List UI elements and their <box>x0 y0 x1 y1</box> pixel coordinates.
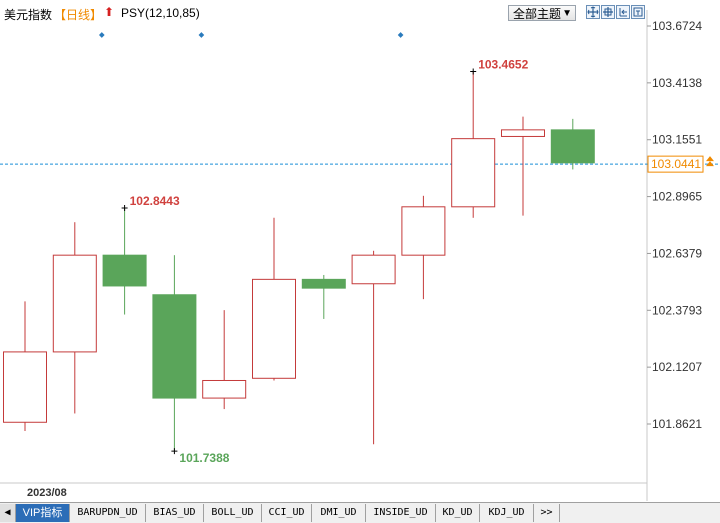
y-tick-label: 102.6379 <box>652 246 702 260</box>
extreme-marker <box>121 205 128 212</box>
candle-body <box>351 254 396 285</box>
candle-body <box>401 206 446 256</box>
extreme-marker <box>171 448 178 455</box>
y-tick-label: 102.3793 <box>652 303 702 317</box>
x-axis-label: 2023/08 <box>27 487 67 499</box>
candle-body <box>550 129 595 164</box>
tab-dmi[interactable]: DMI_UD <box>312 504 366 522</box>
extreme-label: 101.7388 <box>179 451 229 465</box>
candle-body <box>152 294 197 399</box>
tab-kd[interactable]: KD_UD <box>436 504 480 522</box>
period-label[interactable]: 【日线】 <box>54 8 103 22</box>
candle-body <box>52 254 97 353</box>
candle-body <box>102 254 147 287</box>
chart-title: 美元指数 <box>4 8 53 22</box>
event-marker <box>198 32 205 38</box>
theme-dropdown[interactable]: 全部主题 ▼ <box>508 5 576 21</box>
y-tick-label: 103.6724 <box>652 19 702 33</box>
zoom-out-icon[interactable] <box>601 5 615 19</box>
theme-label: 全部主题 <box>513 7 562 21</box>
extreme-marker <box>470 68 477 75</box>
y-tick-label: 103.1551 <box>652 133 702 147</box>
y-tick-label: 102.1207 <box>652 360 702 374</box>
pan-left-icon[interactable] <box>616 5 630 19</box>
candlestick-chart: 103.6724 103.4138 103.1551 102.8965 102.6379… <box>0 10 720 501</box>
event-marker <box>397 32 404 38</box>
tab-scroll-left[interactable]: ◀ <box>0 504 16 522</box>
y-tick-label: 101.8621 <box>652 417 702 431</box>
restore-icon[interactable] <box>631 5 645 19</box>
extreme-label: 102.8443 <box>130 194 180 208</box>
chart-header: 美元指数 【日线】 ⬆ PSY(12,10,85) 全部主题 ▼ <box>0 0 720 28</box>
indicator-label[interactable]: PSY(12,10,85) <box>121 6 200 20</box>
extreme-label: 103.4652 <box>478 58 528 72</box>
y-tick-label: 103.4138 <box>652 76 702 90</box>
dropdown-arrow-icon: ▼ <box>562 8 572 19</box>
up-arrow-icon: ⬆ <box>104 5 115 19</box>
price-arrow-icon <box>706 156 714 167</box>
tab-cci[interactable]: CCI_UD <box>262 504 312 522</box>
tab-inside[interactable]: INSIDE_UD <box>366 504 436 522</box>
candle-body <box>301 278 346 289</box>
candle-body <box>252 278 296 379</box>
tab-boll[interactable]: BOLL_UD <box>204 504 262 522</box>
y-tick-label: 102.8965 <box>652 190 702 204</box>
candle-body <box>202 379 247 399</box>
tab-kdj[interactable]: KDJ_UD <box>480 504 534 522</box>
event-marker <box>98 32 105 38</box>
zoom-in-icon[interactable] <box>586 5 600 19</box>
tab-bias[interactable]: BIAS_UD <box>146 504 204 522</box>
current-price-box <box>647 155 704 173</box>
tab-vip-indicator[interactable]: VIP指标 <box>16 504 70 522</box>
candle-body <box>501 129 545 137</box>
candle-body <box>451 138 496 208</box>
indicator-tab-bar: ◀ VIP指标 BARUPDN_UD BIAS_UD BOLL_UD CCI_U… <box>0 502 720 523</box>
tab-more[interactable]: >> <box>534 504 560 522</box>
candle-body <box>3 351 47 423</box>
tab-barupdn[interactable]: BARUPDN_UD <box>70 504 146 522</box>
current-price-label: 103.0441 <box>651 157 701 171</box>
